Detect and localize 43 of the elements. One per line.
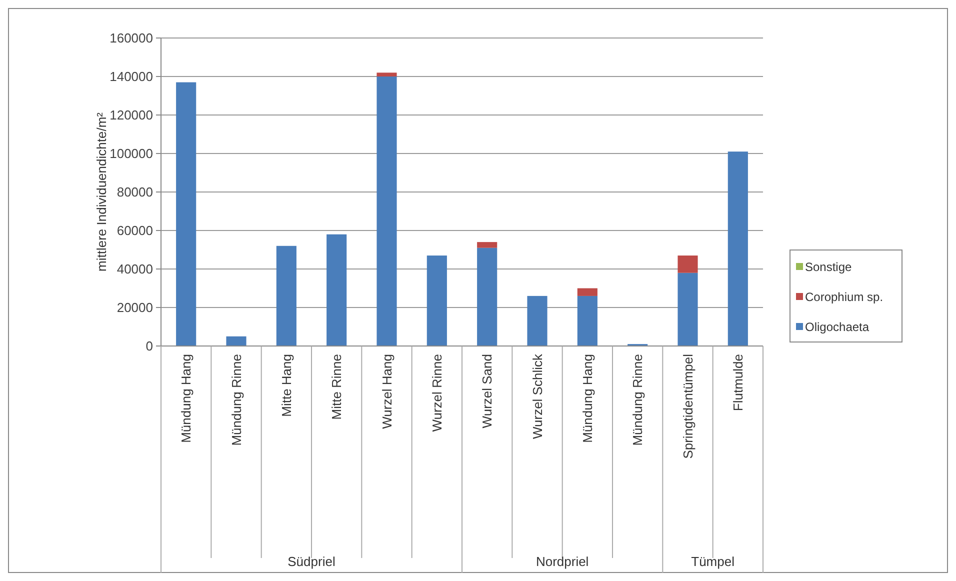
- legend-label: Oligochaeta: [805, 320, 870, 334]
- x-tick-label: Wurzel Schlick: [530, 354, 545, 440]
- x-tick-label: Wurzel Sand: [480, 354, 495, 428]
- bar: [527, 296, 548, 346]
- y-tick-label: 100000: [110, 146, 153, 162]
- x-tick-label: Mündung Hang: [178, 354, 194, 443]
- bar: [477, 248, 498, 346]
- y-axis-title: mittlere Individuendichte/m²: [94, 112, 109, 272]
- x-tick-label: Mitte Hang: [278, 354, 294, 417]
- bar: [176, 82, 196, 346]
- legend-label: Sonstige: [805, 260, 852, 274]
- text: Südpriel: [288, 554, 336, 569]
- bar: [376, 76, 397, 346]
- x-tick-label: Wurzel Rinne: [429, 354, 444, 432]
- bar: [728, 152, 748, 346]
- bar: [426, 256, 447, 346]
- y-tick-label: 20000: [116, 300, 153, 316]
- x-tick-label: Mündung Hang: [580, 354, 595, 443]
- bar: [276, 246, 296, 346]
- y-tick-label: 60000: [116, 223, 153, 238]
- legend-label: Corophium sp.: [805, 290, 884, 304]
- text: Nordpriel: [536, 554, 589, 569]
- y-tick-label: 0: [146, 338, 153, 354]
- y-tick-label: 140000: [110, 69, 153, 84]
- text: Tümpel: [691, 554, 735, 569]
- bar: [226, 336, 246, 346]
- x-tick-label: Flutmulde: [730, 354, 746, 412]
- bar: [477, 242, 498, 248]
- bar: [326, 234, 347, 346]
- x-tick-label: Mündung Rinne: [228, 354, 244, 446]
- bar: [376, 72, 397, 76]
- y-tick-label: 120000: [110, 108, 153, 123]
- x-tick-label: Wurzel Hang: [379, 354, 394, 429]
- y-tick-label: 40000: [116, 262, 153, 277]
- bar: [678, 272, 698, 346]
- bar: [678, 256, 698, 273]
- x-tick-label: Springtidentümpel: [680, 354, 696, 459]
- bar: [577, 296, 598, 346]
- y-tick-label: 80000: [116, 184, 153, 200]
- x-tick-label: Mündung Rinne: [630, 354, 646, 446]
- bar: [577, 288, 598, 296]
- y-tick-label: 160000: [110, 30, 153, 46]
- x-tick-label: Mitte Rinne: [329, 354, 344, 420]
